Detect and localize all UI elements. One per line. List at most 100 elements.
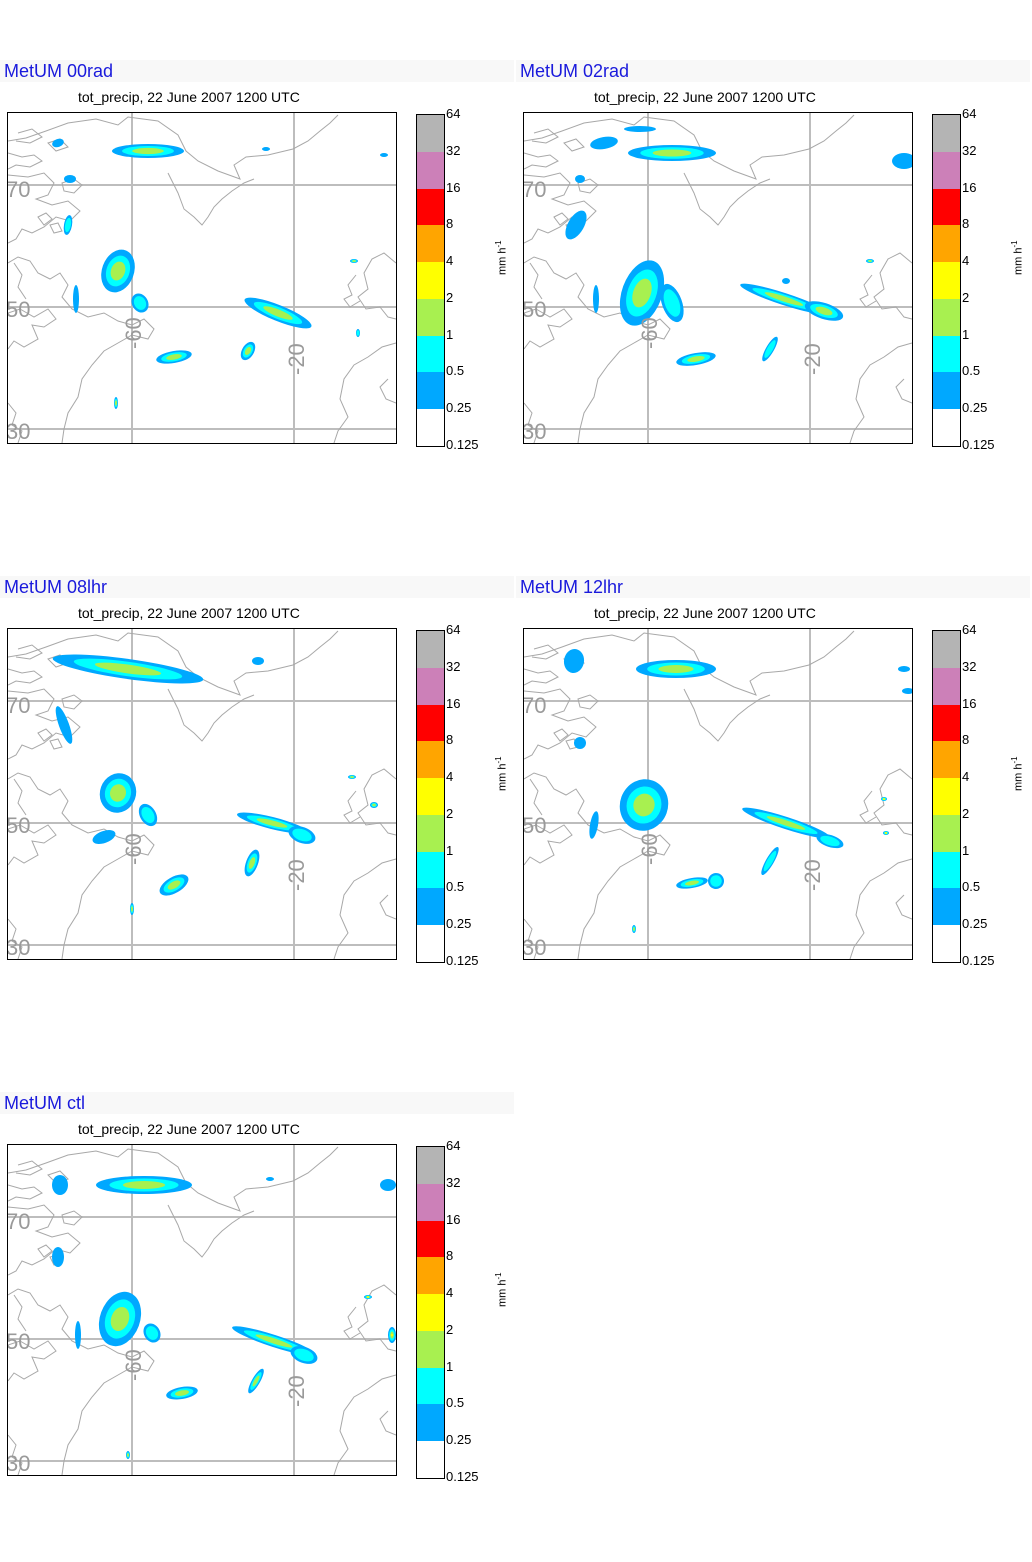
precip-area [619,779,669,831]
longitude-label: -60 [637,317,662,349]
run-title: MetUM 02rad [520,61,630,81]
precip-area [761,847,779,875]
latitude-label: 50 [7,1329,31,1354]
colorbar-segment [417,925,444,963]
units-text: mm h [496,247,509,276]
map-panel: MetUM 08lhr tot_precip, 22 June 2007 120… [0,576,516,1046]
colorbar-level-label: 0.25 [962,916,988,932]
coastline [343,274,361,308]
precip-area [288,826,316,844]
coastline [524,308,573,350]
coastline [895,378,912,404]
colorbar-level-label: 32 [446,142,461,158]
colorbar-level-label: 16 [446,179,461,195]
colorbar-level-label: 32 [446,1174,461,1190]
coastline [49,738,63,750]
precip-area [636,660,716,678]
precip-area [52,1175,68,1195]
latitude-label: 30 [7,419,31,444]
colorbar-segment [933,262,960,300]
colorbar-level-label: 64 [446,106,461,121]
colorbar-level-label: 1 [962,842,970,858]
precip-area [660,283,684,323]
precip-area [112,144,184,158]
colorbar-segment [933,298,960,337]
colorbar-units: mm h-1 [494,1272,509,1307]
coastline [859,274,877,308]
coastline [8,1184,43,1202]
colorbar-level-label: 0.5 [446,879,465,895]
coastline [895,894,912,920]
units-text: mm h [496,763,509,792]
precip-area [348,775,356,779]
precip-area [804,301,844,321]
colorbar-level-label: 2 [962,289,970,305]
precip-area [252,657,264,665]
longitude-label: -60 [121,833,146,865]
colorbar-level-label: 0.5 [446,1395,465,1411]
colorbar-level-label: 0.25 [962,400,988,416]
coastline [524,918,539,959]
longitude-label: -20 [800,343,825,375]
precip-area [52,1247,64,1267]
plot-subtitle: tot_precip, 22 June 2007 1200 UTC [78,605,300,621]
latitude-label: 30 [523,419,547,444]
colorbar-segment [933,814,960,853]
coastline [8,1288,155,1475]
precip-map: 70 50 30 -60 -20 [523,628,913,960]
coastline [49,222,63,234]
coastline [873,252,912,320]
colorbar-segment [417,1294,444,1332]
colorbar-segment [417,814,444,853]
coastline [15,1160,43,1176]
coastline [167,688,255,742]
coastline [849,342,912,443]
plot-subtitle: tot_precip, 22 June 2007 1200 UTC [78,89,300,105]
precip-area [99,773,137,813]
coastline [849,858,912,959]
colorbar-level-label: 0.25 [446,1432,472,1448]
colorbar-segment [933,667,960,706]
precip-area [632,925,636,933]
precip-area [64,175,76,183]
map-panel: MetUM ctl tot_precip, 22 June 2007 1200 … [0,1092,516,1562]
coastline [524,688,597,760]
colorbar-level-label: 2 [962,805,970,821]
units-exponent: -1 [1010,756,1019,764]
precip-area [619,260,665,326]
coastline [357,768,396,836]
precip-area [590,136,618,150]
colorbar-level-label: 0.125 [962,437,995,452]
colorbar-level-label: 0.5 [446,363,465,379]
colorbar-segment [417,115,444,153]
longitude-label: -60 [637,833,662,865]
precip-area [96,1176,192,1194]
colorbar-segment [417,298,444,337]
title-bar [516,576,1030,598]
coastline [333,858,396,959]
coastline [553,212,569,226]
coastline [8,824,57,866]
run-title: MetUM 12lhr [520,577,624,597]
colorbar-segment [417,335,444,373]
colorbar-level-label: 4 [962,253,970,269]
latitude-label: 70 [7,177,31,202]
precip-area [816,833,844,849]
colorbar-segment [417,667,444,706]
colorbar-segment [417,409,444,447]
colorbar-level-label: 64 [446,622,461,637]
map-panel: MetUM 00rad tot_precip, 22 June 2007 120… [0,60,516,530]
colorbar-level-label: 32 [446,658,461,674]
precip-area [73,285,79,313]
precip-area [244,297,312,329]
units-text: mm h [1012,763,1025,792]
coastline [553,728,569,742]
coastline [531,128,559,144]
precip-area [244,849,260,877]
precip-area [370,802,378,808]
precip-area [762,336,778,362]
plot-subtitle: tot_precip, 22 June 2007 1200 UTC [594,605,816,621]
colorbar-segment [417,741,444,779]
colorbar-segment [933,741,960,779]
longitude-label: -20 [800,859,825,891]
